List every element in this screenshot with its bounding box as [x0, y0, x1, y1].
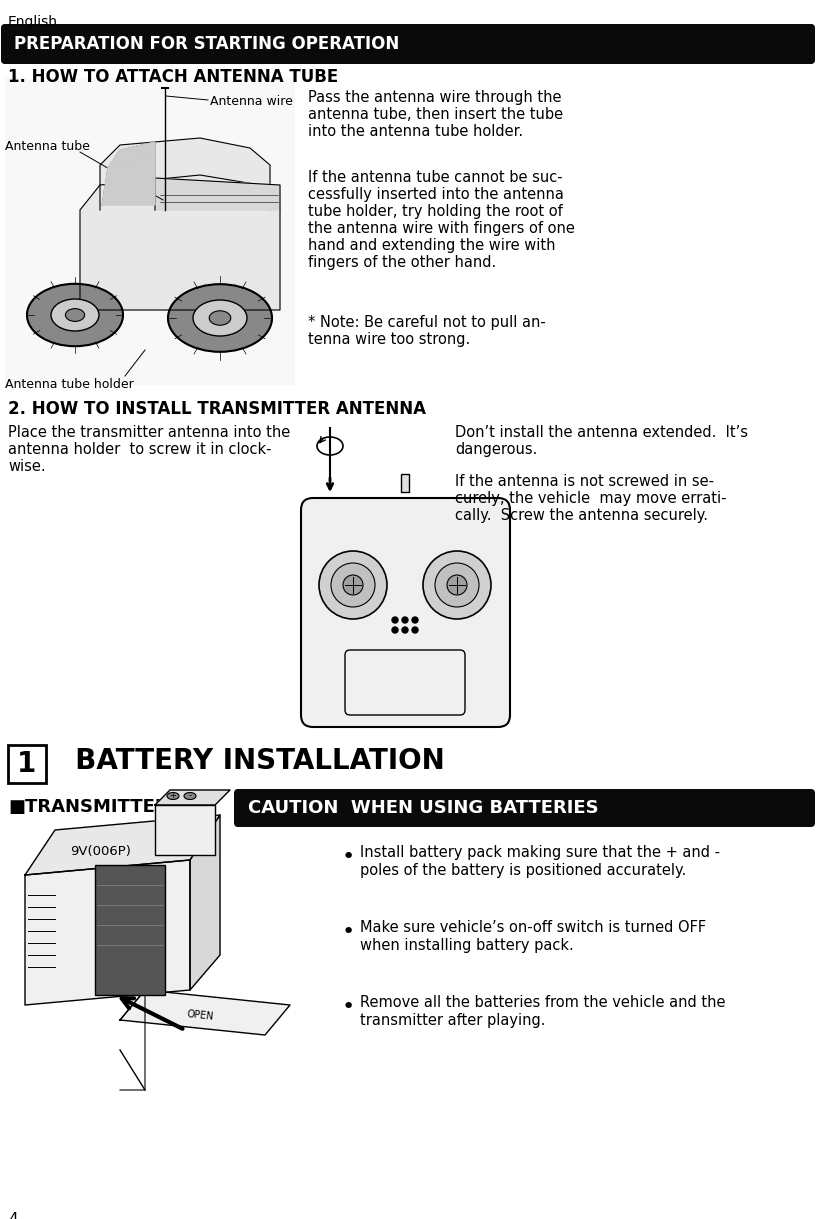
Circle shape	[402, 627, 408, 633]
FancyBboxPatch shape	[301, 499, 510, 727]
Text: 4: 4	[8, 1212, 18, 1219]
Text: +: +	[170, 791, 176, 801]
Text: antenna holder  to screw it in clock-: antenna holder to screw it in clock-	[8, 442, 272, 457]
Ellipse shape	[435, 563, 479, 607]
Text: OPEN: OPEN	[186, 1008, 214, 1022]
Text: dangerous.: dangerous.	[455, 442, 538, 457]
Text: cessfully inserted into the antenna: cessfully inserted into the antenna	[308, 187, 564, 202]
Polygon shape	[190, 816, 220, 990]
Text: If the antenna tube cannot be suc-: If the antenna tube cannot be suc-	[308, 169, 562, 185]
Ellipse shape	[209, 311, 231, 325]
Text: Place the transmitter antenna into the: Place the transmitter antenna into the	[8, 425, 290, 440]
Bar	[95, 865, 165, 995]
Text: 2. HOW TO INSTALL TRANSMITTER ANTENNA: 2. HOW TO INSTALL TRANSMITTER ANTENNA	[8, 400, 426, 418]
Text: tenna wire too strong.: tenna wire too strong.	[308, 332, 470, 347]
Text: Install battery pack making sure that the + and -: Install battery pack making sure that th…	[360, 845, 720, 859]
Polygon shape	[155, 805, 215, 855]
Text: 1: 1	[17, 750, 37, 778]
Ellipse shape	[65, 308, 85, 322]
Polygon shape	[120, 990, 290, 1035]
Text: Antenna tube: Antenna tube	[5, 140, 90, 154]
Text: cally.  Screw the antenna securely.: cally. Screw the antenna securely.	[455, 508, 708, 523]
Ellipse shape	[168, 284, 272, 352]
Text: If the antenna is not screwed in se-: If the antenna is not screwed in se-	[455, 474, 714, 489]
Text: fingers of the other hand.: fingers of the other hand.	[308, 255, 496, 269]
Text: hand and extending the wire with: hand and extending the wire with	[308, 238, 556, 254]
Circle shape	[392, 617, 398, 623]
Text: curely, the vehicle  may move errati-: curely, the vehicle may move errati-	[455, 491, 726, 506]
Text: when installing battery pack.: when installing battery pack.	[360, 937, 574, 953]
Text: Pass the antenna wire through the: Pass the antenna wire through the	[308, 90, 561, 105]
Text: PREPARATION FOR STARTING OPERATION: PREPARATION FOR STARTING OPERATION	[14, 35, 399, 52]
FancyBboxPatch shape	[234, 789, 815, 826]
Text: wise.: wise.	[8, 460, 46, 474]
Polygon shape	[25, 816, 220, 875]
Text: Make sure vehicle’s on-off switch is turned OFF: Make sure vehicle’s on-off switch is tur…	[360, 920, 706, 935]
Text: antenna tube, then insert the tube: antenna tube, then insert the tube	[308, 107, 563, 122]
Ellipse shape	[167, 792, 179, 800]
Text: the antenna wire with fingers of one: the antenna wire with fingers of one	[308, 221, 575, 236]
Text: English: English	[8, 15, 58, 29]
Text: BATTERY INSTALLATION: BATTERY INSTALLATION	[56, 747, 445, 775]
Circle shape	[392, 627, 398, 633]
Polygon shape	[102, 155, 155, 205]
Ellipse shape	[193, 300, 247, 336]
Text: 9V(006P): 9V(006P)	[70, 845, 131, 858]
Text: Remove all the batteries from the vehicle and the: Remove all the batteries from the vehicl…	[360, 995, 725, 1011]
Ellipse shape	[423, 551, 491, 619]
Bar	[401, 474, 409, 492]
Text: ■TRANSMITTER: ■TRANSMITTER	[8, 798, 169, 816]
Text: •: •	[342, 847, 355, 867]
Ellipse shape	[331, 563, 375, 607]
Ellipse shape	[447, 575, 467, 595]
Text: into the antenna tube holder.: into the antenna tube holder.	[308, 124, 523, 139]
Circle shape	[402, 617, 408, 623]
Circle shape	[412, 627, 418, 633]
Polygon shape	[25, 859, 190, 1004]
Text: 1. HOW TO ATTACH ANTENNA TUBE: 1. HOW TO ATTACH ANTENNA TUBE	[8, 68, 339, 87]
Ellipse shape	[184, 792, 196, 800]
Text: * Note: Be careful not to pull an-: * Note: Be careful not to pull an-	[308, 315, 546, 330]
Ellipse shape	[51, 299, 99, 332]
Polygon shape	[155, 790, 230, 805]
Polygon shape	[100, 138, 270, 210]
Text: Don’t install the antenna extended.  It’s: Don’t install the antenna extended. It’s	[455, 425, 748, 440]
Bar	[5, 78, 295, 385]
Text: -: -	[188, 791, 192, 801]
Polygon shape	[108, 141, 155, 168]
FancyBboxPatch shape	[1, 24, 815, 65]
Text: CAUTION  WHEN USING BATTERIES: CAUTION WHEN USING BATTERIES	[248, 798, 599, 817]
Text: transmitter after playing.: transmitter after playing.	[360, 1013, 546, 1028]
Polygon shape	[80, 176, 280, 310]
Text: •: •	[342, 997, 355, 1017]
Ellipse shape	[27, 284, 123, 346]
Ellipse shape	[319, 551, 387, 619]
Circle shape	[412, 617, 418, 623]
Text: •: •	[342, 922, 355, 942]
Text: Antenna tube holder: Antenna tube holder	[5, 378, 134, 391]
Polygon shape	[155, 178, 280, 210]
Ellipse shape	[343, 575, 363, 595]
Bar	[8, 745, 46, 783]
Text: poles of the battery is positioned accurately.: poles of the battery is positioned accur…	[360, 863, 686, 878]
Text: Antenna wire: Antenna wire	[210, 95, 293, 108]
Text: tube holder, try holding the root of: tube holder, try holding the root of	[308, 204, 563, 219]
